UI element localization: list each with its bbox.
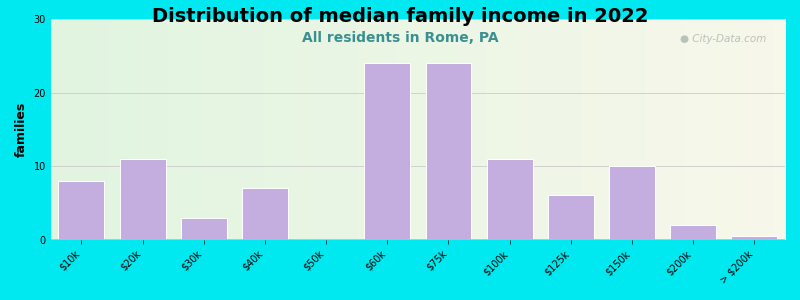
Bar (486, 159, 533, 240)
Bar (120, 159, 166, 240)
Y-axis label: families: families (15, 102, 28, 157)
Bar (58, 181, 104, 240)
Bar (242, 188, 288, 240)
Text: Distribution of median family income in 2022: Distribution of median family income in … (152, 8, 648, 26)
Bar (670, 225, 716, 240)
Bar (364, 63, 410, 240)
Bar (548, 195, 594, 240)
Text: All residents in Rome, PA: All residents in Rome, PA (302, 32, 498, 46)
Bar (731, 236, 778, 240)
Bar (609, 166, 655, 240)
Bar (426, 63, 471, 240)
Bar (181, 218, 226, 240)
Text: ● City-Data.com: ● City-Data.com (680, 34, 766, 44)
